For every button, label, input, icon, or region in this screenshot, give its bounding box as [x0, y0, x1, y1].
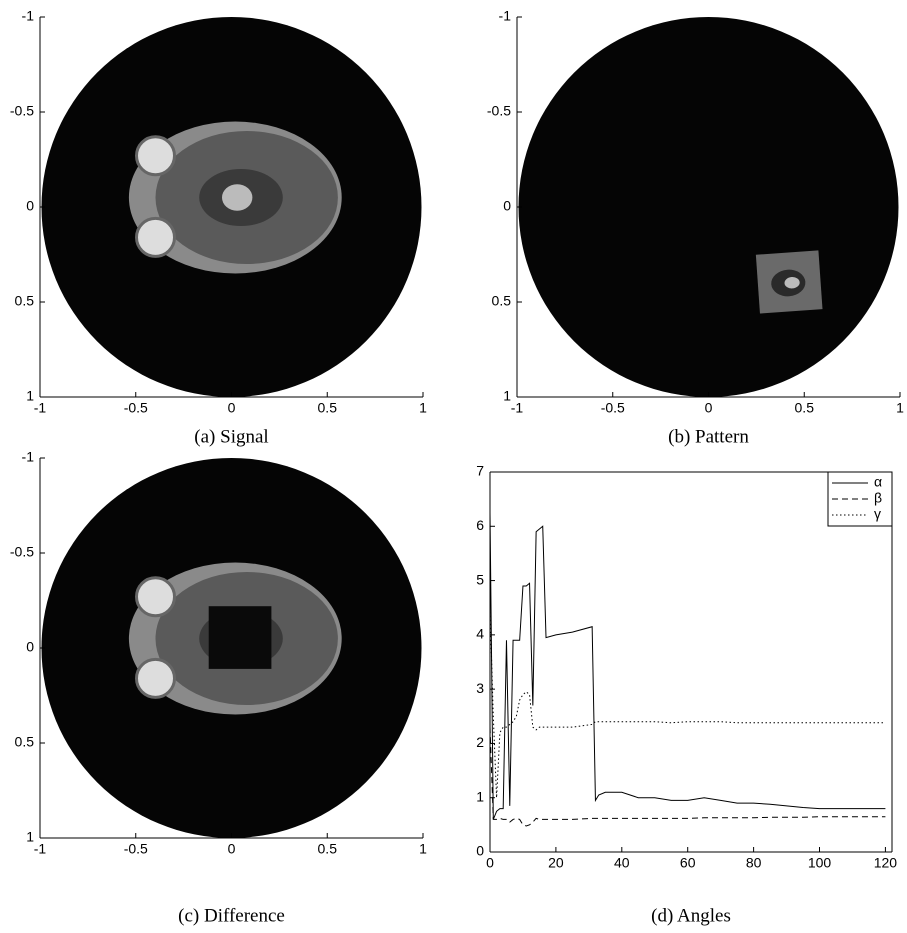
x-tick-label: 0.5	[795, 400, 815, 416]
x-tick-label: 100	[808, 855, 832, 871]
y-tick-label: 5	[476, 571, 484, 587]
eye	[137, 578, 175, 616]
x-tick-label: 60	[680, 855, 696, 871]
eye	[137, 659, 175, 697]
y-tick-label: 4	[476, 626, 484, 642]
figure: -1-0.500.51-1-0.500.51(a) Signal-1-0.500…	[0, 0, 907, 933]
caption: (b) Pattern	[668, 426, 749, 447]
legend-label: γ	[874, 506, 881, 522]
y-tick-label: -0.5	[10, 103, 34, 119]
difference-patch	[209, 606, 272, 669]
x-tick-label: 1	[419, 841, 427, 857]
legend-label: β	[874, 490, 882, 506]
disk	[519, 17, 899, 397]
y-tick-label: 6	[476, 517, 484, 533]
y-tick-label: 1	[503, 388, 511, 404]
x-tick-label: 0	[486, 855, 494, 871]
x-tick-label: 1	[419, 400, 427, 416]
caption: (c) Difference	[178, 905, 285, 926]
y-tick-label: 3	[476, 680, 484, 696]
x-tick-label: 40	[614, 855, 630, 871]
x-tick-label: 0	[228, 841, 236, 857]
x-tick-label: 80	[746, 855, 762, 871]
caption: (a) Signal	[194, 426, 268, 447]
y-tick-label: 1	[26, 829, 34, 845]
y-tick-label: 0	[26, 198, 34, 214]
y-tick-label: 0.5	[492, 293, 512, 309]
eye	[137, 218, 175, 256]
y-tick-label: 1	[26, 388, 34, 404]
y-tick-label: 1	[476, 788, 484, 804]
x-tick-label: 0.5	[318, 400, 338, 416]
y-tick-label: -1	[22, 8, 35, 24]
x-tick-label: -0.5	[124, 400, 148, 416]
x-tick-label: 1	[896, 400, 904, 416]
y-tick-label: 0.5	[15, 293, 35, 309]
series-line	[490, 513, 885, 820]
y-tick-label: 2	[476, 734, 484, 750]
y-tick-label: 0	[26, 639, 34, 655]
pattern-patch	[756, 250, 823, 313]
y-tick-label: 0	[503, 198, 511, 214]
x-tick-label: -1	[511, 400, 524, 416]
x-tick-label: 0	[228, 400, 236, 416]
y-tick-label: 0	[476, 843, 484, 859]
y-tick-label: -0.5	[487, 103, 511, 119]
y-tick-label: 7	[476, 463, 484, 479]
caption: (d) Angles	[651, 905, 731, 926]
x-tick-label: -0.5	[124, 841, 148, 857]
x-tick-label: 20	[548, 855, 564, 871]
eye	[137, 137, 175, 175]
legend-label: α	[874, 474, 882, 490]
x-tick-label: 0.5	[318, 841, 338, 857]
y-tick-label: -1	[499, 8, 512, 24]
x-tick-label: 120	[874, 855, 898, 871]
y-tick-label: -1	[22, 449, 35, 465]
x-tick-label: -1	[34, 400, 47, 416]
ventricle	[222, 184, 252, 211]
series-line	[490, 727, 885, 826]
x-tick-label: -1	[34, 841, 47, 857]
y-tick-label: -0.5	[10, 544, 34, 560]
y-tick-label: 0.5	[15, 734, 35, 750]
x-tick-label: 0	[705, 400, 713, 416]
x-tick-label: -0.5	[601, 400, 625, 416]
